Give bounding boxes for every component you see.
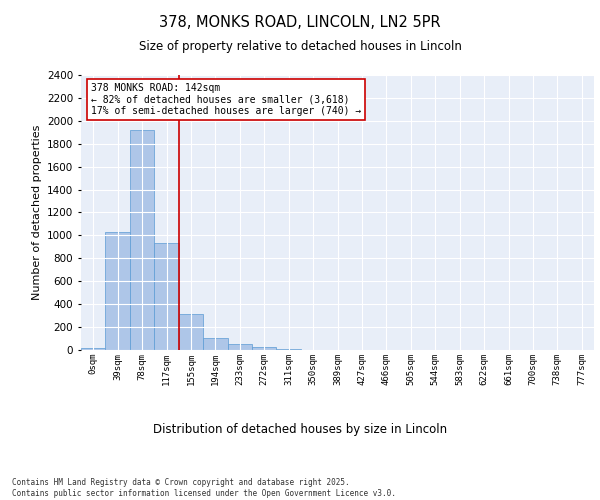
Text: Contains HM Land Registry data © Crown copyright and database right 2025.
Contai: Contains HM Land Registry data © Crown c… [12, 478, 396, 498]
Bar [106, 232, 130, 350]
Bar [179, 314, 203, 350]
Bar [277, 349, 301, 350]
Bar [130, 130, 154, 350]
Bar [203, 338, 227, 350]
Text: Size of property relative to detached houses in Lincoln: Size of property relative to detached ho… [139, 40, 461, 53]
Bar [227, 344, 252, 350]
Bar [154, 244, 179, 350]
Bar [252, 347, 277, 350]
Text: 378, MONKS ROAD, LINCOLN, LN2 5PR: 378, MONKS ROAD, LINCOLN, LN2 5PR [159, 15, 441, 30]
Y-axis label: Number of detached properties: Number of detached properties [32, 125, 41, 300]
Text: Distribution of detached houses by size in Lincoln: Distribution of detached houses by size … [153, 422, 447, 436]
Bar [81, 348, 106, 350]
Text: 378 MONKS ROAD: 142sqm
← 82% of detached houses are smaller (3,618)
17% of semi-: 378 MONKS ROAD: 142sqm ← 82% of detached… [91, 83, 362, 116]
